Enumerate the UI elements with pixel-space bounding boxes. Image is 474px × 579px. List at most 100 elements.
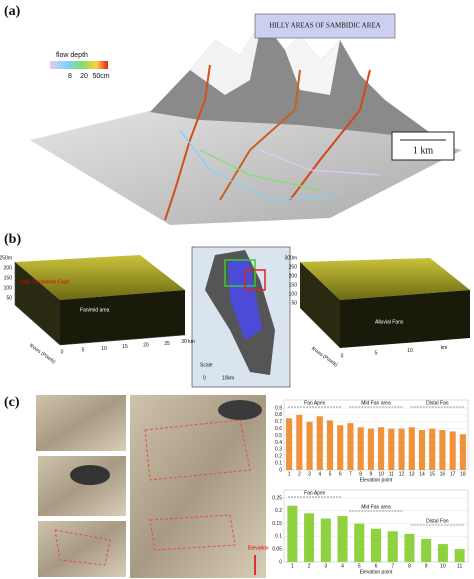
x-tick-label: 18 [460, 471, 466, 477]
panel-label: (b) [4, 232, 21, 247]
x-tick-label: 13 [409, 471, 415, 477]
tick-label: 0 [61, 349, 64, 355]
axis-label: Rows (Pixels) [28, 343, 57, 366]
map [191, 246, 291, 388]
tick-label: 0 [341, 353, 344, 359]
x-tick-label: 4 [341, 563, 344, 569]
x-tick-label: 9 [369, 471, 372, 477]
x-tick-label: 17 [450, 471, 456, 477]
tick-label: 5 [375, 351, 378, 357]
bar [326, 420, 334, 470]
y-tick-label: 0.4 [275, 440, 282, 446]
x-tick-label: 10 [378, 471, 384, 477]
x-tick-label: 7 [391, 563, 394, 569]
tick-label: 200 [4, 265, 13, 271]
y-tick-label: 0.8 [275, 412, 282, 418]
bar [398, 428, 405, 470]
terrain-a [30, 20, 462, 225]
bar [296, 414, 303, 470]
y-tick-label: 0.7 [275, 419, 282, 425]
annotation: Alluvial Fans [375, 319, 404, 325]
bar [367, 428, 374, 470]
plot-frame [283, 399, 469, 471]
x-tick-label: 9 [425, 563, 428, 569]
annotation: Distal Fan [426, 518, 449, 524]
tick-label: km [441, 345, 448, 351]
x-tick-label: 6 [339, 471, 342, 477]
x-tick-label: 8 [408, 563, 411, 569]
y-tick-label: 0.1 [275, 460, 282, 466]
tick-label: 200 [289, 273, 298, 279]
title-box-text: HILLY AREAS OF SAMBIDIC AREA [269, 22, 380, 30]
y-tick-label: 0.2 [275, 454, 282, 460]
tick-label: 300m [284, 255, 297, 261]
bar [408, 427, 415, 470]
annotation: Gish Transverse Fault [20, 279, 70, 285]
annotation: Distal Fan [426, 400, 449, 406]
tick-label: 150 [289, 282, 298, 288]
photos [36, 395, 266, 578]
bar [437, 544, 448, 562]
legend-ramp [50, 61, 108, 69]
bar [337, 425, 344, 470]
x-axis-label: Elevation point [360, 477, 393, 483]
tick-label: 50 [291, 300, 297, 306]
bar [306, 421, 313, 470]
x-tick-label: 15 [429, 471, 435, 477]
arrow-label: Elevation [248, 545, 269, 551]
map-scale-tick: 0 [203, 375, 206, 381]
scale-label: 1 km [413, 145, 434, 156]
bar [347, 423, 354, 470]
tick-label: 50 [6, 295, 12, 301]
x-tick-label: 3 [324, 563, 327, 569]
x-tick-label: 11 [457, 563, 462, 569]
x-tick-label: 11 [389, 471, 394, 477]
annotation: Mid Fan area [361, 504, 391, 510]
bar [454, 549, 465, 562]
bar [320, 518, 331, 562]
y-tick-label: 0.6 [275, 426, 282, 432]
bar [439, 430, 446, 470]
x-tick-label: 14 [419, 471, 425, 477]
y-tick-label: 0 [279, 559, 282, 565]
title-box [254, 13, 396, 39]
map-scale-title: Scale [200, 362, 213, 368]
bar [316, 416, 323, 470]
x-axis-label: Elevation point [360, 569, 393, 575]
bar [304, 513, 315, 562]
panel-label: (a) [4, 4, 21, 19]
x-tick-label: 12 [399, 471, 405, 477]
legend-tick: 50cm [92, 73, 109, 80]
map-scale-tick: 10km [222, 375, 234, 381]
y-tick-label: 0.15 [272, 521, 282, 527]
bar [287, 505, 298, 562]
tick-label: 250m [0, 255, 12, 261]
tick-label: 15 [122, 344, 128, 350]
terrain-b-left [14, 255, 186, 346]
tick-label: 25 [164, 341, 170, 347]
bar [286, 418, 293, 470]
x-tick-label: 7 [349, 471, 352, 477]
bar [418, 430, 426, 470]
x-tick-label: 5 [358, 563, 361, 569]
bar [387, 531, 398, 562]
x-tick-label: 8 [359, 471, 362, 477]
legend-tick: 20 [80, 73, 88, 80]
terrain-b-right [300, 258, 470, 348]
bar [337, 515, 348, 562]
bar [378, 427, 385, 470]
y-tick-label: 0.3 [275, 447, 282, 453]
y-tick-label: 0.9 [275, 405, 282, 411]
x-tick-label: 5 [329, 471, 332, 477]
y-tick-label: 0.1 [275, 534, 282, 540]
tick-label: 100 [4, 285, 13, 291]
annotation: Fan Apex [304, 400, 326, 406]
legend-title: flow depth [56, 52, 88, 59]
tick-label: 100 [289, 291, 298, 297]
x-tick-label: 10 [440, 563, 446, 569]
tick-label: 150 [4, 275, 13, 281]
bar [354, 523, 365, 562]
x-tick-label: 3 [308, 471, 311, 477]
y-tick-label: 0.5 [275, 433, 282, 439]
